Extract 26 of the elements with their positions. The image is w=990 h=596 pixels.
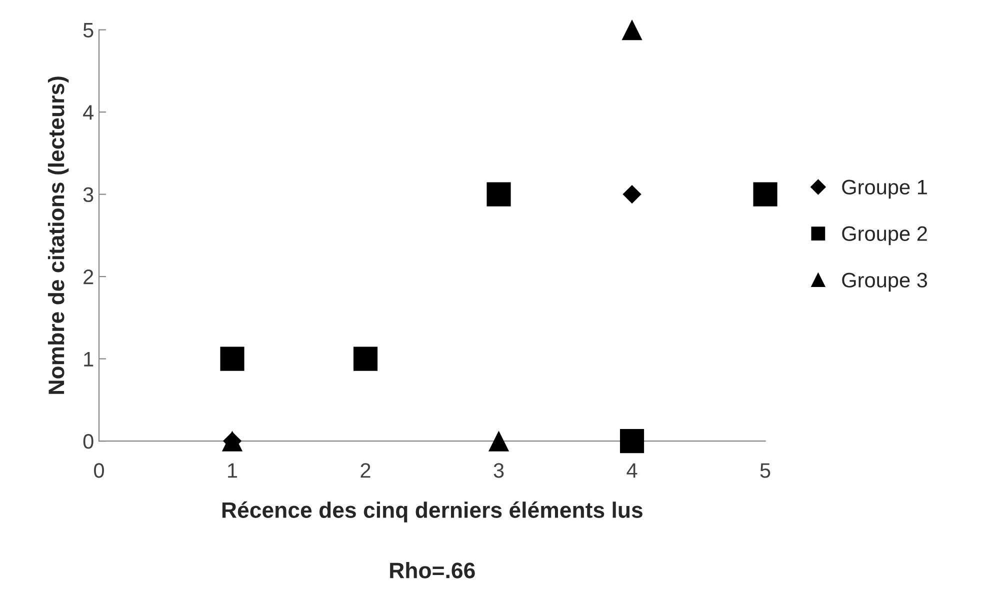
point — [622, 184, 642, 204]
point — [488, 430, 510, 452]
x-tick-label: 5 — [760, 463, 770, 478]
y-tick-label: 5 — [83, 23, 94, 38]
point — [620, 429, 644, 454]
x-tick-label: 1 — [228, 463, 238, 478]
x-tick-label: 3 — [494, 463, 504, 478]
point — [353, 346, 378, 371]
point — [486, 182, 511, 206]
x-tick-label: 4 — [626, 463, 638, 478]
y-axis-title: Nombre de citations (lecteurs) — [48, 76, 69, 394]
y-tick-label: 1 — [84, 352, 94, 366]
point — [220, 346, 244, 371]
y-tick-label: 3 — [83, 187, 94, 202]
legend-label: Groupe 3 — [842, 272, 928, 292]
y-tick-label: 2 — [84, 270, 94, 284]
x-tick-label: 0 — [94, 463, 104, 478]
y-tick-label: 0 — [83, 434, 94, 449]
legend-label: Groupe 1 — [842, 180, 927, 199]
point — [622, 20, 642, 40]
y-tick-label: 4 — [83, 105, 94, 120]
point — [753, 182, 778, 206]
text: Rho=.66 — [390, 562, 475, 578]
x-axis-title: Récence des cinq derniers éléments lus — [222, 501, 642, 522]
x-tick-label: 2 — [360, 463, 370, 478]
legend-label: Groupe 2 — [842, 226, 927, 246]
